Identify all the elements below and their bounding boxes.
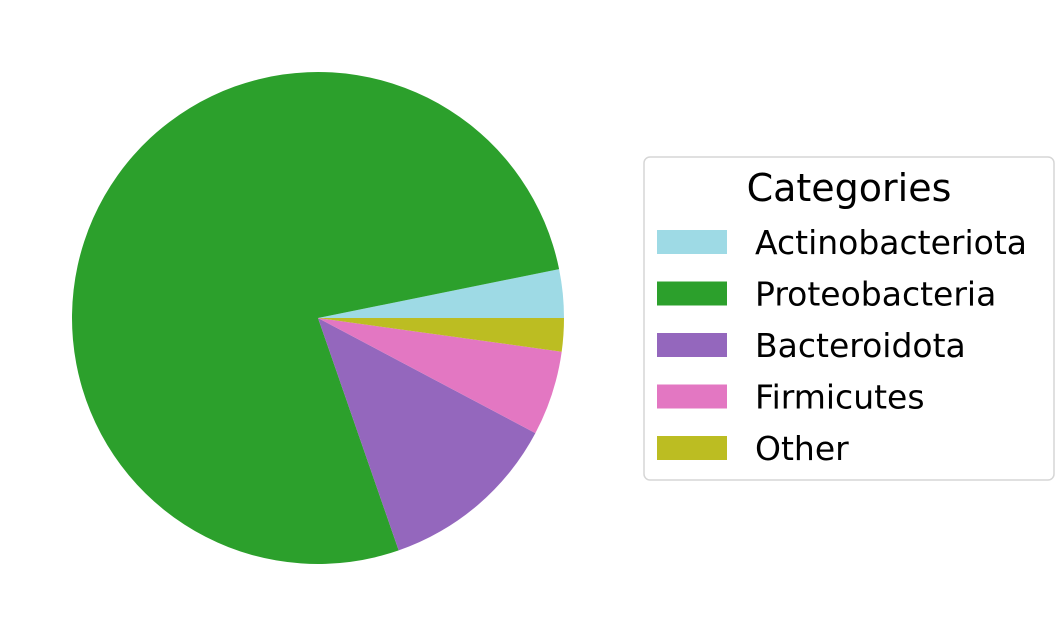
legend-title: Categories bbox=[747, 166, 952, 210]
pie-slices bbox=[71, 71, 564, 564]
legend-frame bbox=[643, 156, 1055, 481]
pie-slice-bacteroidota bbox=[318, 318, 536, 551]
pie-slice-proteobacteria bbox=[71, 71, 560, 564]
legend-label-proteobacteria: Proteobacteria bbox=[755, 275, 996, 314]
legend-label-other: Other bbox=[755, 429, 849, 468]
legend-swatch-firmicutes bbox=[657, 384, 727, 409]
legend-swatch-actinobacteriota bbox=[657, 230, 727, 254]
pie-slice-other bbox=[318, 318, 564, 352]
legend-items: Actinobacteriota Proteobacteria Bacteroido… bbox=[657, 223, 1027, 468]
pie-slice-firmicutes bbox=[318, 318, 562, 434]
legend-label-firmicutes: Firmicutes bbox=[755, 378, 925, 417]
legend-swatch-other bbox=[657, 436, 727, 460]
legend: Categories Actinobacteriota Proteobacteri… bbox=[643, 156, 1055, 481]
legend-swatch-bacteroidota bbox=[657, 333, 727, 357]
legend-label-bacteroidota: Bacteroidota bbox=[755, 326, 966, 365]
legend-label-actinobacteriota: Actinobacteriota bbox=[755, 223, 1027, 262]
legend-swatch-proteobacteria bbox=[657, 281, 727, 306]
pie-slice-actinobacteriota bbox=[318, 269, 564, 318]
